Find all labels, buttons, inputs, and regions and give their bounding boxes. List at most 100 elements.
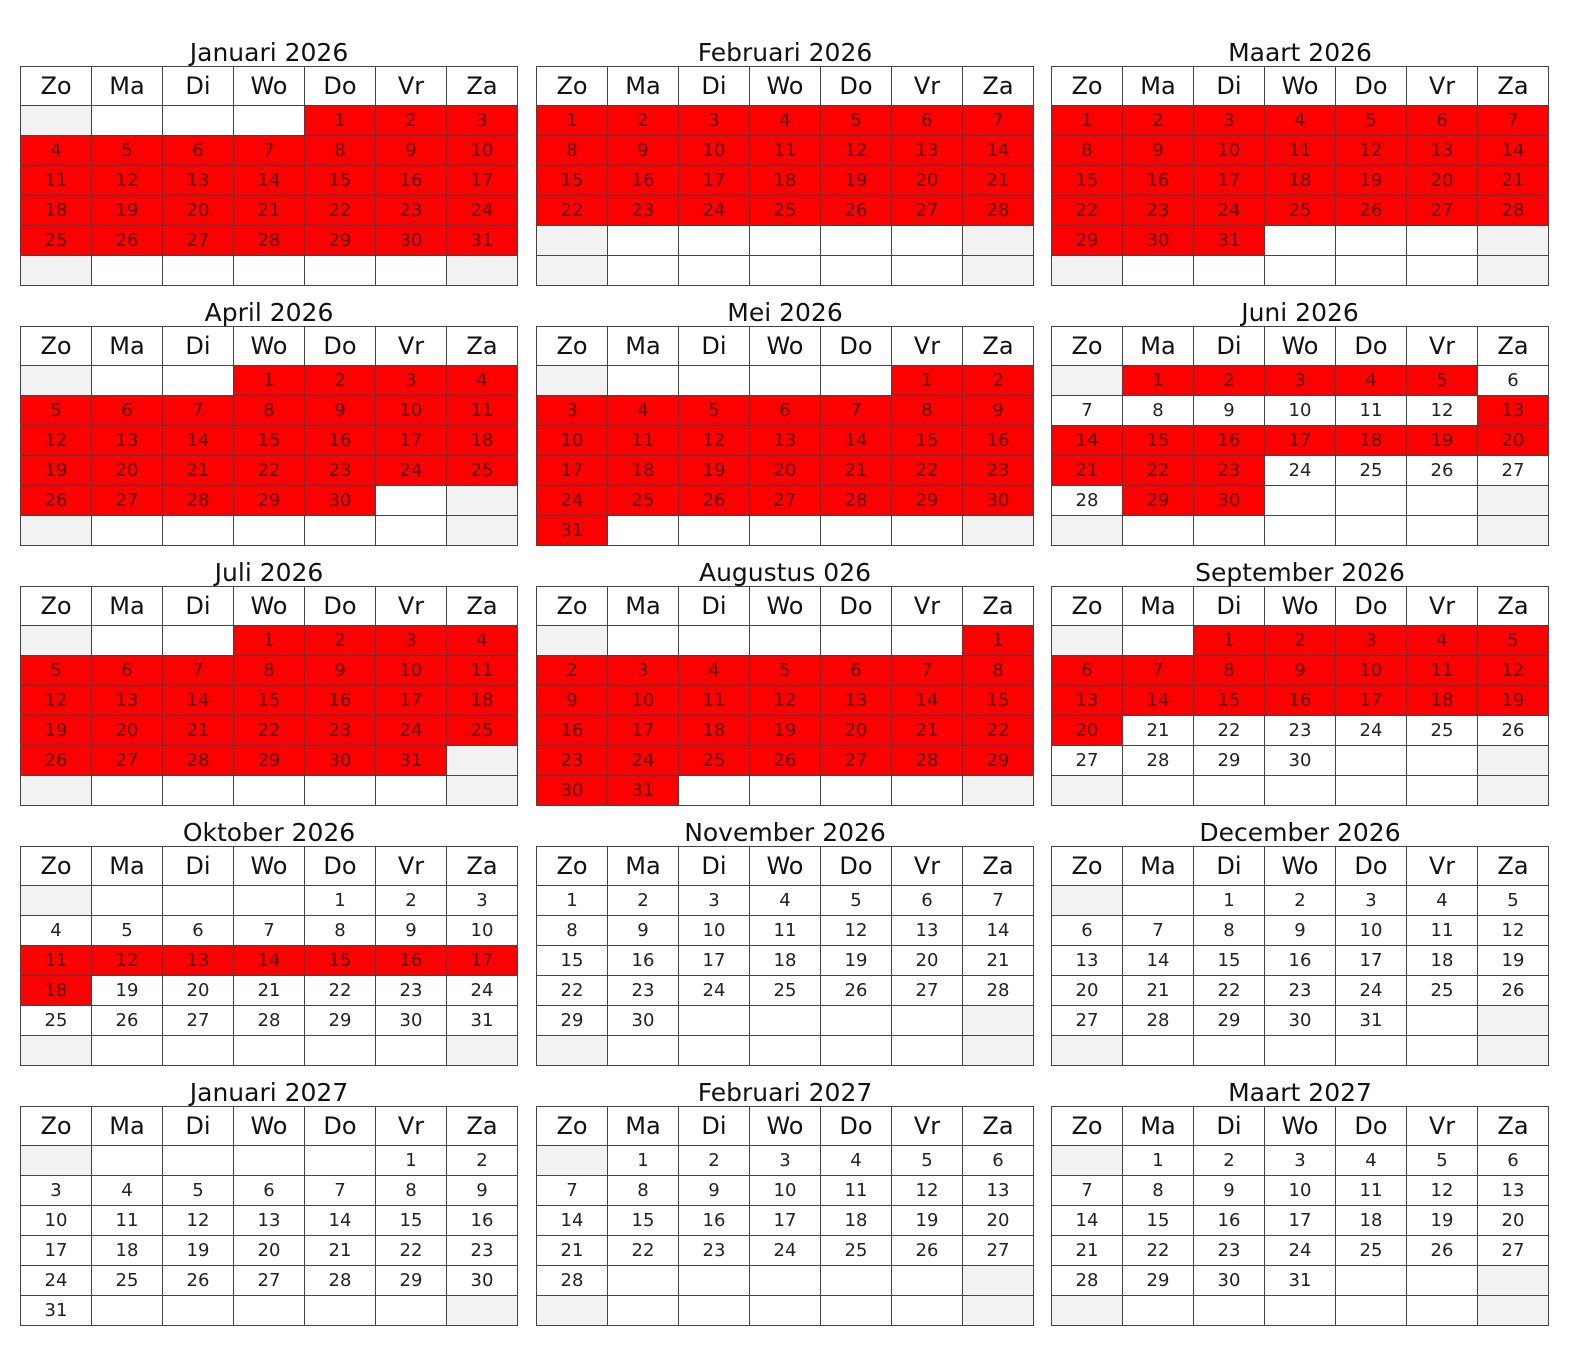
day-cell[interactable]: 7 [162,395,234,426]
day-cell[interactable]: 23 [1193,1235,1265,1266]
day-cell[interactable]: 16 [678,1205,750,1236]
day-cell[interactable]: 6 [1477,365,1549,396]
day-cell[interactable]: 18 [91,1235,163,1266]
day-cell[interactable]: 5 [20,395,92,426]
day-cell[interactable]: 30 [1193,1265,1265,1296]
day-cell[interactable]: 9 [536,685,608,716]
day-cell[interactable]: 3 [446,105,518,136]
day-cell[interactable]: 11 [820,1175,892,1206]
day-cell[interactable]: 11 [1335,395,1407,426]
day-cell[interactable]: 12 [1406,395,1478,426]
day-cell[interactable]: 29 [536,1005,608,1036]
day-cell[interactable]: 15 [304,165,376,196]
day-cell[interactable]: 12 [678,425,750,456]
day-cell[interactable]: 24 [749,1235,821,1266]
day-cell[interactable]: 18 [1406,685,1478,716]
day-cell[interactable]: 19 [1477,685,1549,716]
day-cell[interactable]: 1 [375,1145,447,1176]
day-cell[interactable]: 30 [1122,225,1194,256]
day-cell[interactable]: 5 [1477,625,1549,656]
day-cell[interactable]: 7 [536,1175,608,1206]
day-cell[interactable]: 17 [446,165,518,196]
day-cell[interactable]: 14 [1477,135,1549,166]
day-cell[interactable]: 19 [678,455,750,486]
day-cell[interactable]: 19 [1406,425,1478,456]
day-cell[interactable]: 23 [536,745,608,776]
day-cell[interactable]: 13 [162,945,234,976]
day-cell[interactable]: 21 [891,715,963,746]
day-cell[interactable]: 21 [233,975,305,1006]
day-cell[interactable]: 12 [820,915,892,946]
day-cell[interactable]: 27 [1051,745,1123,776]
day-cell[interactable]: 4 [678,655,750,686]
day-cell[interactable]: 26 [91,1005,163,1036]
day-cell[interactable]: 30 [607,1005,679,1036]
day-cell[interactable]: 10 [1193,135,1265,166]
day-cell[interactable]: 20 [1051,975,1123,1006]
day-cell[interactable]: 9 [1193,1175,1265,1206]
day-cell[interactable]: 25 [1335,1235,1407,1266]
day-cell[interactable]: 21 [162,455,234,486]
day-cell[interactable]: 27 [1051,1005,1123,1036]
day-cell[interactable]: 8 [962,655,1034,686]
day-cell[interactable]: 6 [162,135,234,166]
day-cell[interactable]: 20 [891,165,963,196]
day-cell[interactable]: 22 [1193,975,1265,1006]
day-cell[interactable]: 6 [162,915,234,946]
day-cell[interactable]: 1 [536,885,608,916]
day-cell[interactable]: 24 [20,1265,92,1296]
day-cell[interactable]: 18 [446,685,518,716]
day-cell[interactable]: 29 [1193,1005,1265,1036]
day-cell[interactable]: 18 [678,715,750,746]
day-cell[interactable]: 13 [820,685,892,716]
day-cell[interactable]: 23 [375,195,447,226]
day-cell[interactable]: 17 [678,945,750,976]
day-cell[interactable]: 2 [1193,1145,1265,1176]
day-cell[interactable]: 18 [20,195,92,226]
day-cell[interactable]: 14 [1122,685,1194,716]
day-cell[interactable]: 27 [1477,1235,1549,1266]
day-cell[interactable]: 13 [1477,1175,1549,1206]
day-cell[interactable]: 25 [20,1005,92,1036]
day-cell[interactable]: 22 [536,195,608,226]
day-cell[interactable]: 7 [1477,105,1549,136]
day-cell[interactable]: 23 [1122,195,1194,226]
day-cell[interactable]: 14 [962,135,1034,166]
day-cell[interactable]: 28 [1477,195,1549,226]
day-cell[interactable]: 5 [1335,105,1407,136]
day-cell[interactable]: 4 [20,135,92,166]
day-cell[interactable]: 19 [91,195,163,226]
day-cell[interactable]: 10 [446,915,518,946]
day-cell[interactable]: 18 [20,975,92,1006]
day-cell[interactable]: 22 [304,975,376,1006]
day-cell[interactable]: 12 [1406,1175,1478,1206]
day-cell[interactable]: 16 [1264,685,1336,716]
day-cell[interactable]: 28 [962,195,1034,226]
day-cell[interactable]: 4 [1406,625,1478,656]
day-cell[interactable]: 6 [91,395,163,426]
day-cell[interactable]: 13 [962,1175,1034,1206]
day-cell[interactable]: 4 [446,365,518,396]
day-cell[interactable]: 7 [962,885,1034,916]
day-cell[interactable]: 2 [607,885,679,916]
day-cell[interactable]: 16 [536,715,608,746]
day-cell[interactable]: 24 [446,195,518,226]
day-cell[interactable]: 12 [20,685,92,716]
day-cell[interactable]: 9 [1193,395,1265,426]
day-cell[interactable]: 14 [962,915,1034,946]
day-cell[interactable]: 2 [375,105,447,136]
day-cell[interactable]: 15 [1193,685,1265,716]
day-cell[interactable]: 27 [91,485,163,516]
day-cell[interactable]: 14 [891,685,963,716]
day-cell[interactable]: 29 [304,225,376,256]
day-cell[interactable]: 23 [304,715,376,746]
day-cell[interactable]: 17 [446,945,518,976]
day-cell[interactable]: 29 [1122,485,1194,516]
day-cell[interactable]: 3 [20,1175,92,1206]
day-cell[interactable]: 1 [304,885,376,916]
day-cell[interactable]: 22 [233,455,305,486]
day-cell[interactable]: 8 [233,395,305,426]
day-cell[interactable]: 15 [233,685,305,716]
day-cell[interactable]: 28 [233,1005,305,1036]
day-cell[interactable]: 14 [1122,945,1194,976]
